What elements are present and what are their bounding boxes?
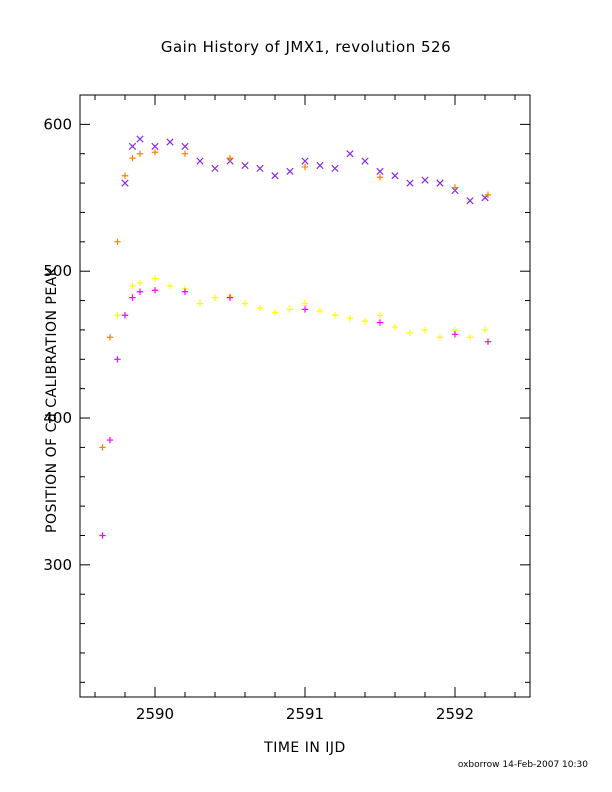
data-point	[286, 167, 294, 175]
data-point	[406, 329, 414, 337]
y-tick-label: 500	[43, 262, 72, 280]
data-point	[481, 194, 489, 202]
y-tick-label: 600	[43, 115, 72, 133]
plot-frame	[79, 94, 531, 698]
data-point	[271, 309, 279, 316]
data-point	[241, 161, 249, 170]
data-point	[136, 279, 144, 287]
data-point	[331, 312, 339, 319]
data-point	[466, 334, 474, 341]
data-point	[301, 157, 309, 165]
data-point	[484, 191, 492, 199]
data-point	[211, 294, 219, 301]
data-point	[136, 288, 144, 295]
data-point	[106, 334, 114, 341]
y-tick-label: 300	[43, 556, 72, 574]
data-point	[451, 331, 459, 338]
data-marks	[99, 135, 492, 539]
data-point	[376, 174, 384, 181]
data-point	[151, 142, 159, 151]
data-point	[151, 149, 159, 156]
axis-ticks: 300 400 500 600 2590 2591 2592	[43, 94, 530, 723]
data-point	[166, 282, 174, 290]
data-point	[466, 197, 474, 205]
x-axis-label: TIME IN IJD	[264, 740, 346, 756]
data-point	[421, 326, 429, 334]
data-point	[481, 326, 489, 334]
data-point	[346, 150, 354, 158]
data-point	[406, 179, 414, 187]
data-point	[181, 150, 189, 157]
x-tick-label: 2591	[286, 705, 324, 723]
footer-credit: oxborrow 14-Feb-2007 10:30	[457, 760, 588, 770]
data-point	[166, 138, 174, 146]
data-point	[129, 282, 136, 290]
data-point	[128, 142, 137, 151]
data-point	[376, 319, 384, 326]
data-point	[136, 150, 144, 157]
data-point	[151, 287, 159, 294]
data-point	[361, 317, 369, 325]
data-point	[106, 436, 114, 444]
data-point	[421, 176, 429, 184]
data-point	[121, 312, 129, 319]
data-point	[99, 532, 106, 539]
data-point	[129, 154, 136, 162]
data-point	[114, 312, 121, 319]
data-point	[391, 323, 399, 331]
data-point	[376, 312, 384, 319]
data-point	[211, 164, 219, 173]
x-tick-label: 2590	[136, 705, 174, 723]
data-point	[114, 238, 121, 246]
data-point	[316, 307, 324, 315]
data-point	[121, 172, 129, 179]
data-point	[376, 167, 384, 175]
x-tick-label: 2592	[436, 705, 474, 723]
data-point	[361, 157, 369, 165]
data-point	[316, 161, 324, 170]
data-point	[136, 135, 144, 143]
data-point	[114, 356, 121, 363]
data-point	[226, 294, 234, 301]
data-point	[129, 294, 136, 301]
data-point	[436, 179, 444, 187]
data-point	[99, 444, 106, 451]
data-point	[451, 184, 459, 191]
data-point	[301, 300, 309, 307]
data-point	[271, 172, 279, 180]
y-tick-label: 400	[43, 409, 72, 427]
data-point	[181, 288, 189, 295]
data-point	[181, 142, 189, 151]
chart-title: Gain History of JMX1, revolution 526	[160, 38, 452, 56]
data-point	[391, 172, 399, 180]
data-point	[151, 275, 159, 282]
data-point	[286, 306, 294, 313]
data-point	[346, 314, 354, 322]
data-point	[301, 163, 309, 171]
data-point	[226, 154, 234, 162]
data-point	[256, 164, 264, 173]
data-point	[196, 300, 204, 307]
data-point	[121, 179, 129, 187]
data-point	[436, 334, 444, 341]
data-point	[196, 157, 204, 165]
data-point	[301, 306, 309, 313]
data-point	[484, 338, 492, 345]
data-point	[331, 164, 339, 173]
data-point	[256, 304, 264, 312]
data-point	[241, 300, 249, 307]
